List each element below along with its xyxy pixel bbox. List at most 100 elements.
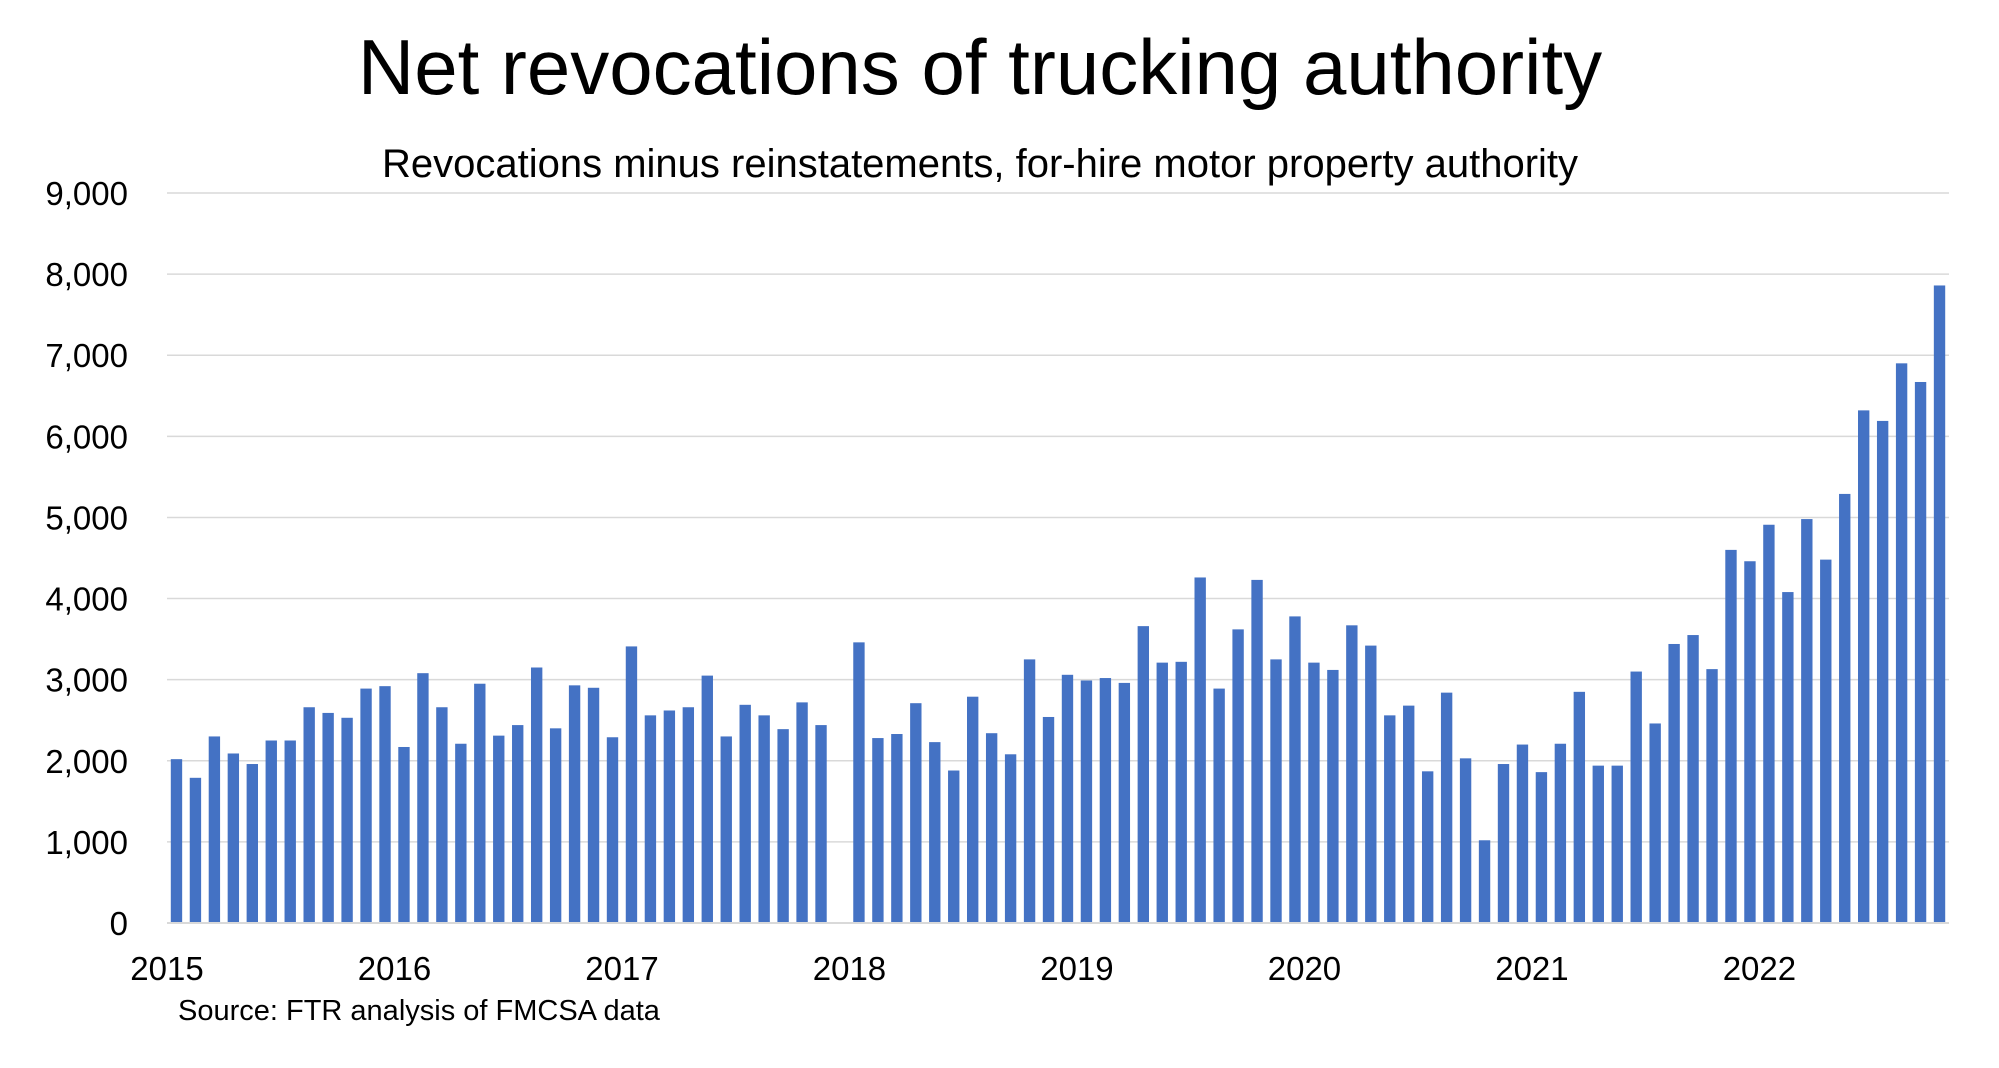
bar-2016-09 xyxy=(549,728,562,923)
bar-2017-05 xyxy=(701,675,713,923)
bar-2020-12 xyxy=(1516,744,1529,923)
bar-2016-01 xyxy=(398,746,410,923)
bar-2021-06 xyxy=(1630,671,1642,923)
bar-2022-08 xyxy=(1895,363,1908,923)
bar-2017-08 xyxy=(758,715,770,923)
y-tick-label: 2,000 xyxy=(45,743,128,780)
bar-2022-10 xyxy=(1933,285,1946,923)
bar-2020-06 xyxy=(1403,705,1415,923)
bar-2017-10 xyxy=(796,702,808,923)
y-tick-label: 1,000 xyxy=(45,824,128,861)
bar-2022-03 xyxy=(1801,519,1813,923)
bar-2016-03 xyxy=(436,707,448,923)
bar-2021-05 xyxy=(1611,765,1623,923)
bar-2020-05 xyxy=(1384,715,1396,923)
y-tick-label: 4,000 xyxy=(45,581,128,618)
bar-2016-05 xyxy=(474,683,486,923)
bar-2022-01 xyxy=(1763,524,1775,923)
bar-2020-02 xyxy=(1327,669,1339,923)
chart-subtitle: Revocations minus reinstatements, for-hi… xyxy=(381,142,1579,186)
bars xyxy=(170,285,1946,923)
bar-2018-01 xyxy=(853,642,865,923)
bar-2021-10 xyxy=(1706,669,1718,923)
bar-2015-08 xyxy=(303,707,315,923)
bar-2018-02 xyxy=(872,738,884,923)
bar-2016-11 xyxy=(587,687,600,923)
bar-2015-11 xyxy=(360,688,372,923)
bar-2020-11 xyxy=(1497,764,1510,923)
bar-2018-03 xyxy=(891,734,903,923)
bar-2022-07 xyxy=(1876,420,1889,923)
bar-2019-07 xyxy=(1194,577,1206,923)
bar-2017-01 xyxy=(625,646,638,923)
bar-2016-07 xyxy=(512,725,524,923)
y-tick-label: 5,000 xyxy=(45,499,128,536)
bar-2015-10 xyxy=(341,717,353,923)
bar-2018-08 xyxy=(985,733,998,923)
bar-2022-02 xyxy=(1782,592,1794,923)
bar-2021-07 xyxy=(1649,723,1661,923)
x-tick-label: 2015 xyxy=(130,950,203,987)
bar-2019-01 xyxy=(1080,680,1093,923)
bar-2022-04 xyxy=(1820,559,1832,923)
bar-2020-04 xyxy=(1365,645,1377,923)
bar-2021-09 xyxy=(1687,635,1699,923)
bar-2015-01 xyxy=(170,759,183,923)
bar-2021-03 xyxy=(1573,691,1586,923)
bar-2019-10 xyxy=(1251,579,1263,923)
y-tick-label: 3,000 xyxy=(45,662,128,699)
bar-2017-06 xyxy=(720,736,732,923)
bar-2020-07 xyxy=(1421,771,1434,923)
bar-2019-08 xyxy=(1213,688,1225,923)
bar-2020-03 xyxy=(1346,625,1358,923)
bar-2019-12 xyxy=(1289,616,1301,923)
bar-2019-09 xyxy=(1232,629,1244,923)
y-tick-label: 6,000 xyxy=(45,418,128,455)
y-tick-label: 0 xyxy=(110,905,128,942)
bar-2015-12 xyxy=(379,686,391,923)
y-tick-label: 9,000 xyxy=(45,175,128,212)
bar-2016-10 xyxy=(568,685,581,923)
chart-title: Net revocations of trucking authority xyxy=(357,23,1603,111)
bar-2020-10 xyxy=(1478,840,1491,923)
bar-2018-10 xyxy=(1023,659,1036,923)
bar-2017-11 xyxy=(815,725,827,923)
bar-2018-04 xyxy=(910,703,922,923)
bar-2017-02 xyxy=(644,715,657,923)
x-tick-label: 2017 xyxy=(585,950,658,987)
bar-2016-04 xyxy=(455,743,467,923)
bar-2019-06 xyxy=(1175,661,1187,923)
bar-2022-09 xyxy=(1914,381,1927,923)
bar-2016-06 xyxy=(493,735,505,923)
y-tick-label: 7,000 xyxy=(45,337,128,374)
bar-2021-04 xyxy=(1592,765,1604,923)
bar-2021-12 xyxy=(1744,561,1756,923)
bar-2019-02 xyxy=(1099,678,1112,923)
bar-2016-02 xyxy=(417,673,429,923)
chart-source-note: Source: FTR analysis of FMCSA data xyxy=(178,995,660,1027)
bar-2021-11 xyxy=(1725,549,1737,923)
bar-2015-09 xyxy=(322,712,334,923)
bar-2022-06 xyxy=(1858,410,1870,923)
bar-2021-08 xyxy=(1668,643,1680,923)
bar-2018-09 xyxy=(1004,754,1017,923)
bar-2021-01 xyxy=(1535,772,1548,923)
bar-2022-05 xyxy=(1839,493,1851,923)
bar-2017-03 xyxy=(663,710,676,923)
bar-2019-04 xyxy=(1137,626,1149,923)
x-tick-label: 2016 xyxy=(358,950,431,987)
bar-2017-04 xyxy=(682,707,695,923)
bar-2015-04 xyxy=(227,753,240,923)
bar-2020-01 xyxy=(1308,662,1320,923)
bar-2018-05 xyxy=(929,742,941,923)
x-tick-label: 2021 xyxy=(1495,950,1568,987)
bar-2019-11 xyxy=(1270,659,1282,923)
x-axis-tick-labels: 2015 2016 2017 2018 2019 2020 2021 2022 xyxy=(130,950,1796,987)
bar-2015-05 xyxy=(246,764,258,923)
x-tick-label: 2020 xyxy=(1268,950,1341,987)
bar-2015-06 xyxy=(265,740,277,923)
bar-2017-09 xyxy=(777,729,789,923)
bar-2015-03 xyxy=(208,736,221,923)
bar-2017-07 xyxy=(739,704,751,923)
